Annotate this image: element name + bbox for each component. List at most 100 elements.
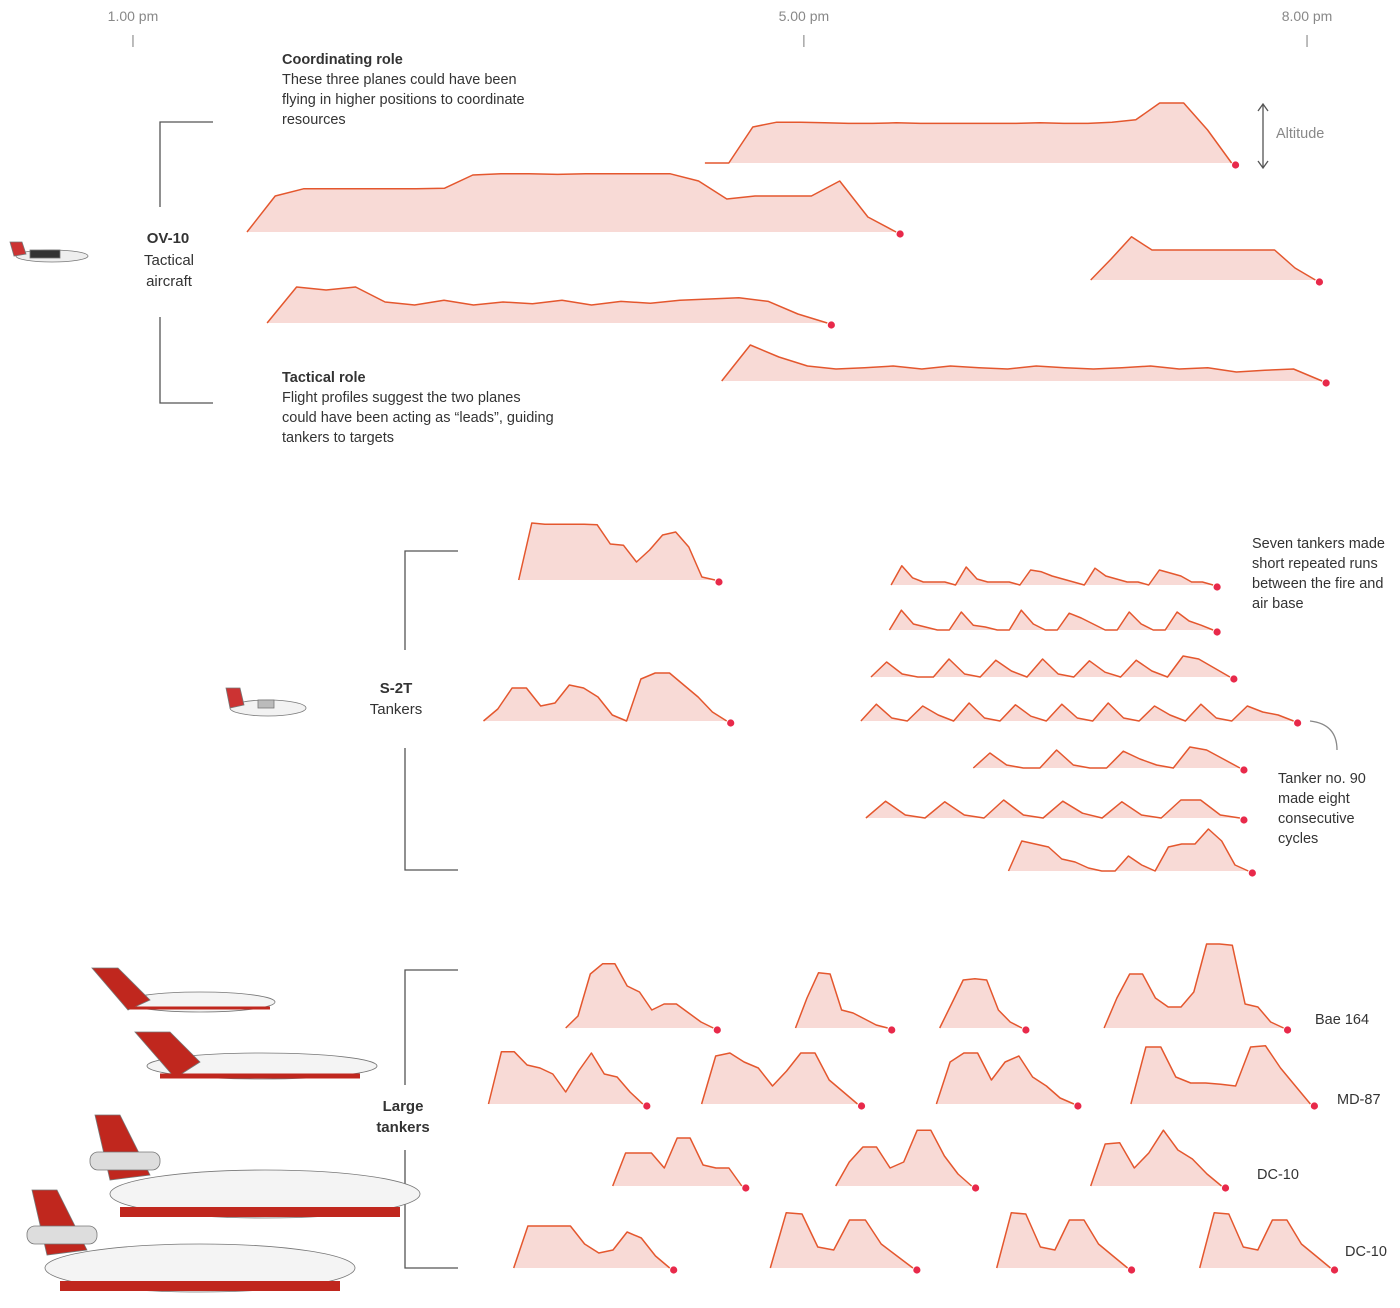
annotation-text: These three planes could have been flyin… xyxy=(282,72,525,128)
altitude-line xyxy=(1089,1129,1222,1187)
annotation-title: Coordinating role xyxy=(282,52,403,68)
row-label: MD-87 xyxy=(1337,1092,1381,1108)
altitude-area xyxy=(891,565,1214,585)
aircraft-icons xyxy=(9,241,421,1293)
flight-end xyxy=(896,230,904,238)
row-label: DC-10 xyxy=(1345,1244,1387,1260)
altitude-area xyxy=(1008,829,1249,871)
altitude-area xyxy=(973,747,1240,768)
callout-line xyxy=(1309,720,1338,751)
md87-icon xyxy=(134,1031,378,1080)
altitude-area xyxy=(513,1226,670,1268)
x-tick-label: 1.00 pm xyxy=(107,8,159,24)
annotation-text: Seven tankers made short repeated runs b… xyxy=(1252,536,1385,612)
ov10-icon xyxy=(9,241,89,263)
altitude-area xyxy=(518,523,715,580)
altitude-line xyxy=(1198,1212,1331,1269)
flight-end xyxy=(1322,379,1330,387)
altitude-area xyxy=(267,287,828,323)
flight-end xyxy=(827,321,835,329)
flight-end xyxy=(1213,628,1221,636)
altitude-line xyxy=(483,672,728,722)
altitude-line xyxy=(939,978,1023,1029)
altitude-line xyxy=(865,799,1241,819)
flight-end xyxy=(857,1102,866,1110)
altitude-line xyxy=(612,1137,743,1187)
altitude-area xyxy=(996,1212,1128,1268)
flight-end xyxy=(1230,675,1238,683)
altitude-line xyxy=(1007,828,1249,872)
flight-end xyxy=(1221,1184,1230,1192)
group-name: Large tankers xyxy=(376,1098,430,1136)
group-name: OV-10 xyxy=(146,230,190,247)
altitude-arrow xyxy=(1257,102,1269,170)
flight-end xyxy=(1283,1026,1292,1034)
altitude-line xyxy=(888,609,1214,631)
group-subtitle: Tankers xyxy=(369,701,423,718)
altitude-line xyxy=(1103,943,1284,1029)
x-tick-label: 5.00 pm xyxy=(778,8,830,24)
altitude-line xyxy=(700,1052,858,1105)
altitude-area xyxy=(939,978,1022,1028)
bracket xyxy=(404,550,458,871)
altitude-line xyxy=(266,286,828,324)
flight-end xyxy=(1294,719,1302,727)
dc10-icon xyxy=(89,1114,421,1219)
altitude-line xyxy=(769,1212,914,1269)
flight-end xyxy=(1240,766,1248,774)
altitude-line xyxy=(935,1052,1075,1105)
flight-end xyxy=(643,1102,651,1110)
flight-end xyxy=(713,1026,721,1034)
altitude-line xyxy=(870,655,1231,678)
annotation-text: Flight profiles suggest the two planes c… xyxy=(282,390,554,446)
altitude-area xyxy=(488,1051,643,1104)
flight-end xyxy=(1330,1266,1339,1274)
flight-end xyxy=(888,1026,896,1034)
axis-note: Altitude xyxy=(1276,126,1325,142)
altitude-line xyxy=(890,565,1214,586)
flight-end xyxy=(727,719,735,727)
flight-end xyxy=(670,1266,678,1274)
flight-end xyxy=(913,1266,921,1274)
row-label: Bae 164 xyxy=(1315,1012,1370,1028)
altitude-area xyxy=(835,1130,972,1186)
altitude-line xyxy=(512,1225,671,1269)
altitude-line xyxy=(1090,236,1316,281)
altitude-area xyxy=(721,345,1323,381)
x-tick-label: 8.00 pm xyxy=(1281,8,1333,24)
altitude-area xyxy=(612,1138,742,1186)
altitude-area xyxy=(860,703,1294,721)
altitude-line xyxy=(1130,1045,1311,1105)
altitude-line xyxy=(721,344,1323,382)
group-subtitle: Tactical aircraft xyxy=(143,252,195,290)
flight-end xyxy=(715,578,723,586)
altitude-area xyxy=(770,1212,913,1268)
altitude-line xyxy=(995,1212,1129,1269)
flight-end xyxy=(1074,1102,1082,1110)
annotation-title: Tactical role xyxy=(282,370,366,386)
altitude-area xyxy=(795,972,888,1028)
bracket xyxy=(159,121,213,404)
s2t-icon xyxy=(225,687,307,717)
altitude-line xyxy=(246,173,897,233)
flight-end xyxy=(1240,816,1248,824)
altitude-line xyxy=(794,972,888,1029)
altitude-line xyxy=(565,963,714,1029)
flight-end xyxy=(1127,1266,1136,1274)
altitude-area xyxy=(1090,236,1316,280)
altitude-area xyxy=(865,800,1240,818)
altitude-area xyxy=(1199,1212,1331,1268)
group-name: S-2T xyxy=(379,680,413,697)
altitude-area xyxy=(704,103,1232,163)
altitude-line xyxy=(704,102,1233,164)
bae-icon xyxy=(91,967,276,1013)
flight-end xyxy=(1248,869,1256,877)
flight-end xyxy=(1231,161,1240,169)
altitude-area xyxy=(1090,1130,1222,1186)
annotation-text: Tanker no. 90 made eight consecutive cyc… xyxy=(1278,771,1366,847)
altitude-line xyxy=(487,1051,644,1105)
altitude-area xyxy=(1130,1045,1311,1104)
